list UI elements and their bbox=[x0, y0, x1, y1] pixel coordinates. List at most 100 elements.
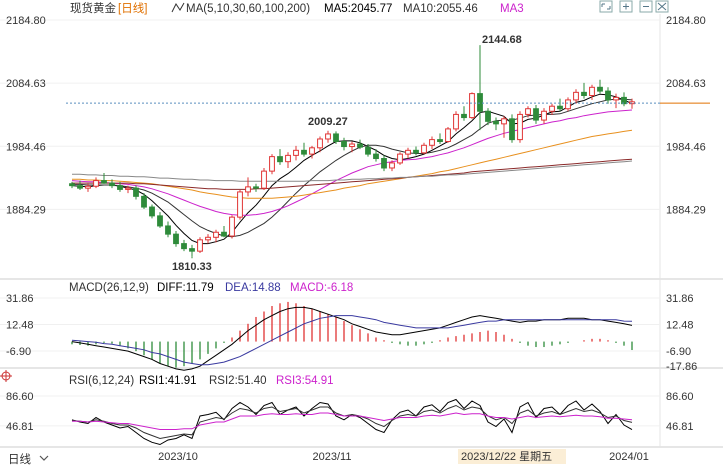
macd-diff-value: DIFF:11.79 bbox=[157, 282, 214, 294]
candle-body bbox=[461, 113, 467, 119]
macd-histogram bbox=[71, 301, 633, 368]
candle-body bbox=[581, 91, 587, 97]
candle-body bbox=[605, 90, 611, 101]
candle-body bbox=[477, 93, 483, 112]
ma-icon bbox=[171, 2, 185, 13]
candle-body bbox=[213, 231, 219, 238]
candle-body bbox=[277, 156, 283, 163]
candle-body bbox=[85, 185, 91, 189]
candle-body bbox=[349, 143, 355, 148]
candle-body bbox=[365, 146, 371, 155]
ma-line-ma5 bbox=[71, 93, 633, 245]
price-tick-left: 1984.46 bbox=[6, 141, 46, 153]
rsi3-line bbox=[72, 412, 633, 430]
x-label-nov: 2023/11 bbox=[313, 451, 352, 463]
ma3-value: MA3 bbox=[500, 3, 524, 15]
candle-body bbox=[381, 158, 387, 169]
price-tick-left: 1884.29 bbox=[6, 204, 46, 216]
candle-body bbox=[501, 118, 507, 125]
price-tick-left: 2184.80 bbox=[6, 15, 46, 27]
candle-body bbox=[533, 108, 539, 121]
candle-body bbox=[509, 118, 515, 141]
macd-tick-min: -17.86 bbox=[666, 361, 697, 373]
candle-body bbox=[397, 153, 403, 164]
period-button[interactable]: 日线 bbox=[8, 452, 49, 466]
candle-body bbox=[325, 133, 331, 140]
candle-body bbox=[357, 143, 363, 148]
rsi-grid bbox=[0, 395, 660, 427]
candle-body bbox=[589, 86, 595, 97]
candle-body bbox=[565, 99, 571, 110]
candle-body bbox=[517, 113, 523, 141]
annotation-high: 2144.68 bbox=[482, 34, 522, 46]
rsi1-value: RSI1:41.91 bbox=[139, 375, 197, 387]
macd-axis: 31.86 31.86 12.48 12.48 -6.90 -6.90 -17.86 bbox=[6, 293, 697, 373]
candle-body bbox=[557, 105, 563, 110]
candle-body bbox=[141, 195, 147, 208]
zoom-out-icon[interactable] bbox=[639, 0, 653, 13]
candle-body bbox=[429, 139, 435, 146]
candle-body bbox=[573, 91, 579, 101]
price-tick-right: 2084.63 bbox=[666, 78, 706, 90]
macd-tick-left: 12.48 bbox=[6, 320, 34, 332]
candle-body bbox=[485, 110, 491, 122]
candle-body bbox=[613, 96, 619, 101]
candle-body bbox=[597, 86, 603, 92]
candle-body bbox=[93, 180, 99, 187]
candle-body bbox=[525, 108, 531, 115]
cursor-date-bg bbox=[458, 449, 566, 464]
price-ma-lines bbox=[71, 93, 633, 245]
period-button-label[interactable]: 日线 bbox=[8, 452, 31, 466]
macd-grid bbox=[0, 297, 660, 352]
candle-body bbox=[333, 133, 339, 143]
candle-body bbox=[621, 96, 627, 105]
rsi-tick-right: 46.81 bbox=[666, 421, 694, 433]
candle-body bbox=[181, 243, 187, 250]
candle-body bbox=[229, 216, 235, 237]
x-label-oct: 2023/10 bbox=[158, 451, 198, 463]
candle-body bbox=[493, 120, 499, 125]
price-candles bbox=[69, 45, 635, 257]
ma-line-ma30 bbox=[71, 109, 633, 216]
price-tick-left: 2084.63 bbox=[6, 78, 46, 90]
macd-tick-left: 31.86 bbox=[6, 293, 34, 305]
macd-dea-line bbox=[71, 315, 633, 366]
fullscreen-icon[interactable] bbox=[655, 0, 669, 13]
candle-body bbox=[245, 186, 251, 193]
ma10-value: MA10:2055.46 bbox=[403, 3, 478, 15]
candle-body bbox=[541, 110, 547, 121]
candle-body bbox=[469, 93, 475, 119]
macd-diff-line bbox=[71, 306, 633, 371]
candle-body bbox=[285, 154, 291, 163]
ma-line-ma100 bbox=[72, 158, 633, 190]
macd-tick-right: -6.90 bbox=[666, 346, 691, 358]
expand-icon[interactable] bbox=[599, 0, 613, 13]
ma-params: MA(5,10,30,60,100,200) bbox=[186, 3, 310, 15]
candle-body bbox=[205, 236, 211, 241]
crosshair-icon[interactable] bbox=[0, 370, 12, 382]
price-tick-right: 1884.29 bbox=[666, 204, 706, 216]
price-axis: 2184.80 2184.80 2084.63 2084.63 1984.46 1984.… bbox=[6, 15, 706, 216]
candle-body bbox=[437, 139, 443, 143]
candle-body bbox=[125, 187, 131, 190]
instrument-title: 现货黄金 bbox=[70, 1, 116, 15]
rsi-lines bbox=[71, 398, 633, 446]
macd-dea-value: DEA:14.88 bbox=[225, 282, 281, 294]
candle-body bbox=[341, 141, 347, 148]
zoom-in-icon[interactable] bbox=[619, 0, 633, 13]
candle-body bbox=[149, 206, 155, 217]
x-label-jan: 2024/01 bbox=[609, 451, 649, 463]
candle-body bbox=[253, 186, 259, 189]
candle-body bbox=[261, 170, 267, 189]
candle-body bbox=[309, 147, 315, 155]
candle-body bbox=[445, 128, 451, 143]
ma-line-ma200 bbox=[72, 160, 633, 182]
candle-body bbox=[389, 162, 395, 169]
candle-body bbox=[317, 138, 323, 149]
chevron-down-icon[interactable] bbox=[39, 455, 49, 461]
candle-body bbox=[293, 149, 299, 156]
macd-lines bbox=[71, 306, 633, 371]
candle-body bbox=[133, 187, 139, 197]
rsi-params: RSI(6,12,24) bbox=[69, 375, 134, 387]
